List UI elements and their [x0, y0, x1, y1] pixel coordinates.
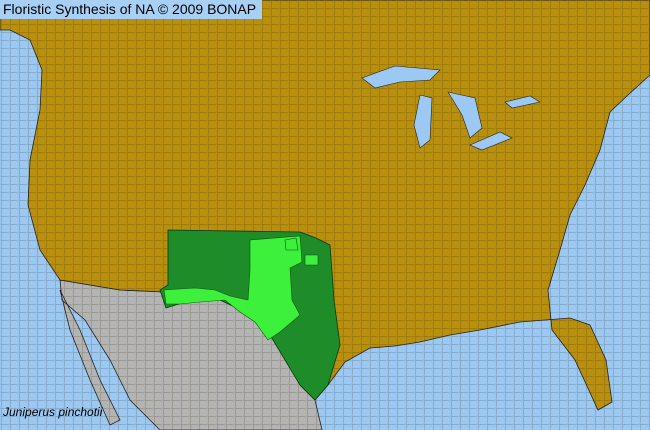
present-counties	[163, 235, 319, 341]
map-title: Floristic Synthesis of NA © 2009 BONAP	[0, 0, 263, 19]
species-label: Juniperus pinchotii	[3, 405, 103, 419]
great-lakes	[361, 65, 541, 151]
